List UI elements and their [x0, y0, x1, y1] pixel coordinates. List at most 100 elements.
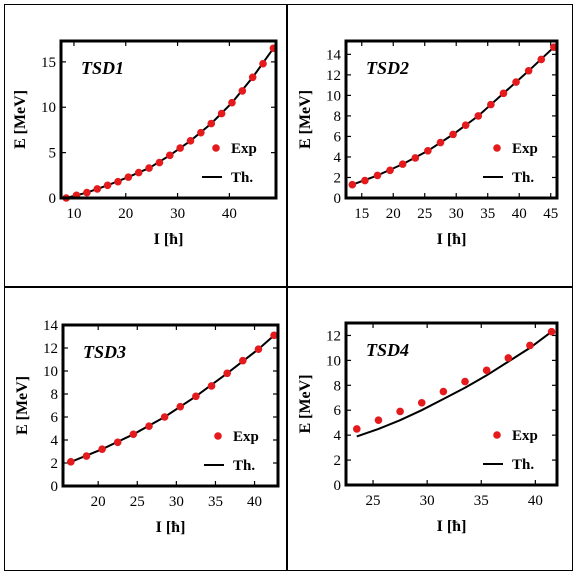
x-tick-label: 40 — [222, 206, 237, 222]
exp-point — [114, 177, 122, 186]
exp-point — [93, 185, 102, 193]
exp-point — [512, 78, 520, 86]
y-tick-label: 6 — [334, 403, 342, 419]
x-axis-label: I [ħ] — [437, 518, 467, 535]
exp-point — [524, 66, 533, 75]
exp-point — [103, 181, 112, 190]
x-tick-label: 40 — [528, 493, 543, 509]
y-tick-label: 5 — [49, 146, 57, 162]
legend-th-label: Th. — [512, 170, 534, 186]
exp-point — [207, 119, 216, 128]
y-tick-label: 0 — [49, 191, 57, 207]
exp-point — [411, 154, 420, 162]
chart-panel-1: 10 20 30 40 0 5 10 15 TSD1 Exp Th. I [ħ] E [MeV] — [12, 39, 278, 248]
exp-point — [396, 407, 404, 416]
y-tick-label: 0 — [51, 479, 59, 495]
panel-title: TSD4 — [366, 340, 409, 360]
x-axis-label: I [ħ] — [154, 231, 184, 248]
panel-title: TSD2 — [366, 58, 409, 78]
exp-point — [67, 458, 75, 466]
exp-point — [474, 112, 483, 120]
exp-point — [439, 387, 448, 396]
legend-exp-marker — [214, 432, 222, 440]
exp-point — [165, 151, 174, 160]
x-tick-label: 25 — [417, 206, 432, 222]
exp-point — [176, 144, 184, 152]
exp-point — [98, 445, 106, 454]
x-axis-label: I [ħ] — [156, 519, 186, 536]
legend-th-label: Th. — [512, 457, 534, 473]
exp-point — [223, 369, 231, 378]
exp-point — [186, 137, 195, 145]
y-tick-label: 2 — [51, 456, 59, 472]
plot-frame — [344, 321, 559, 487]
chart-panel-2: 15 20 25 30 35 40 45 0 2 4 6 8 10 12 14 TSD2 Exp Th. I [ħ]… — [297, 39, 559, 248]
exp-point — [254, 345, 263, 353]
exp-point — [504, 354, 513, 362]
panel-cell-2 — [287, 4, 573, 287]
x-tick-label: 45 — [543, 206, 558, 222]
exp-point — [207, 382, 216, 390]
exp-point — [248, 73, 257, 82]
y-tick-label: 8 — [334, 378, 342, 394]
y-tick-label: 10 — [41, 100, 56, 116]
exp-point — [238, 87, 247, 95]
exp-point — [134, 168, 143, 177]
panel-cell-3 — [4, 287, 287, 571]
y-tick-label: 6 — [51, 410, 59, 426]
exp-point — [398, 160, 407, 168]
exp-point — [547, 327, 556, 336]
y-tick-label: 8 — [334, 109, 342, 125]
y-tick-label: 12 — [43, 341, 58, 357]
y-tick-label: 2 — [334, 453, 342, 469]
legend-exp-marker — [212, 144, 220, 152]
exp-point — [197, 128, 205, 137]
x-tick-label: 20 — [118, 206, 133, 222]
x-tick-label: 20 — [91, 494, 106, 510]
exp-point — [353, 425, 361, 433]
legend-exp-label: Exp — [231, 141, 257, 157]
exp-point — [129, 430, 138, 439]
exp-point — [487, 100, 495, 109]
exp-point — [449, 130, 457, 139]
plot-frame — [59, 39, 278, 200]
exp-point — [526, 341, 534, 350]
y-axis-label: E [MeV] — [297, 374, 314, 433]
y-tick-label: 4 — [334, 428, 342, 444]
x-tick-label: 40 — [247, 494, 262, 510]
exp-point — [270, 331, 278, 340]
exp-point — [145, 164, 153, 172]
x-tick-label: 15 — [354, 206, 369, 222]
legend-exp-label: Exp — [233, 429, 259, 445]
exp-point — [361, 176, 369, 185]
chart-panel-4: 25 30 35 40 0 2 4 6 8 10 12 TSD4 Exp Th. I [ħ] E [MeV] — [297, 321, 559, 535]
y-tick-label: 10 — [326, 88, 341, 104]
exp-point — [176, 402, 185, 411]
legend-exp-label: Exp — [512, 141, 538, 157]
y-tick-label: 0 — [334, 191, 342, 207]
exp-point — [461, 377, 469, 386]
y-axis-label: E [MeV] — [297, 90, 314, 149]
exp-point — [374, 416, 383, 425]
legend-th-label: Th. — [233, 458, 255, 474]
exp-point — [217, 109, 226, 118]
x-tick-label: 30 — [170, 206, 185, 222]
panel-cell-1 — [4, 4, 287, 287]
legend-exp-marker — [493, 144, 501, 152]
panel-title: TSD1 — [81, 58, 124, 78]
exp-point — [124, 173, 133, 181]
x-tick-label: 35 — [480, 206, 495, 222]
exp-point — [83, 188, 91, 197]
x-tick-label: 30 — [169, 494, 184, 510]
panel-title: TSD3 — [83, 342, 126, 362]
y-tick-label: 2 — [334, 170, 342, 186]
theory-curve — [356, 330, 553, 438]
y-axis-label: E [MeV] — [14, 376, 31, 435]
y-tick-label: 14 — [43, 318, 59, 334]
y-tick-label: 14 — [326, 47, 342, 63]
exp-point — [482, 366, 491, 375]
y-tick-label: 6 — [334, 129, 342, 145]
y-tick-label: 4 — [51, 433, 59, 449]
exp-point — [228, 98, 236, 107]
y-tick-label: 10 — [43, 364, 58, 380]
